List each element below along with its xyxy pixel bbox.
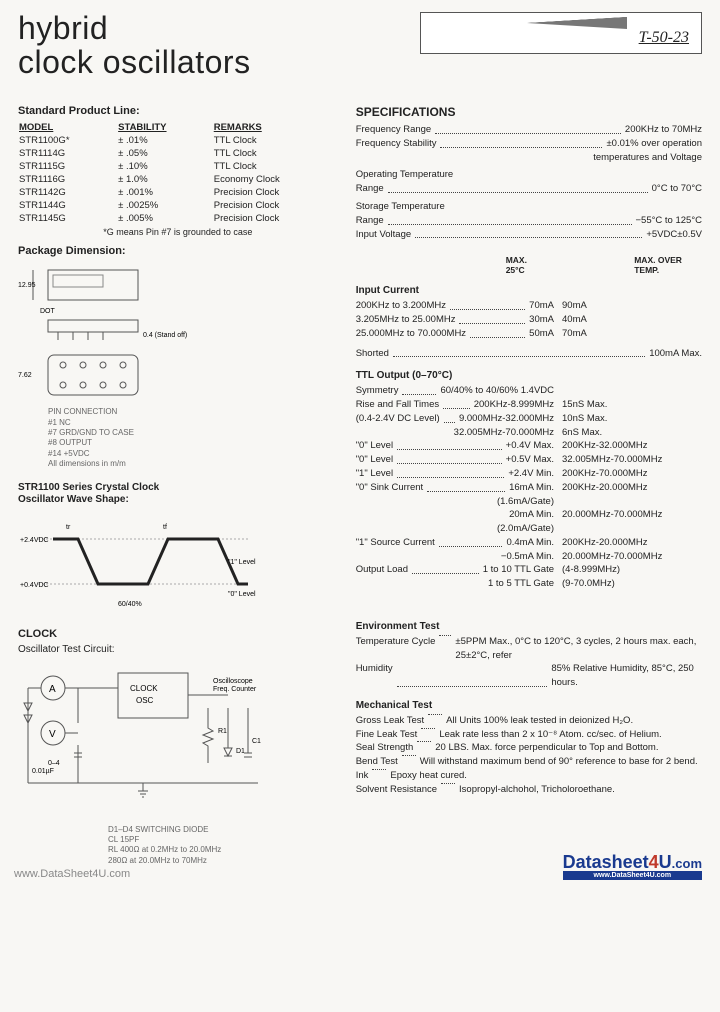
right-column: SPECIFICATIONS Frequency Range200KHz to … — [356, 97, 702, 878]
svg-text:+2.4VDC: +2.4VDC — [20, 537, 49, 544]
box-label: T-50-23 — [639, 29, 689, 47]
spec-row: Rise and Fall Times200KHz-8.999MHz15nS M… — [356, 398, 702, 412]
title-box: T-50-23 — [420, 12, 702, 54]
svg-text:"1" Level: "1" Level — [228, 559, 256, 566]
svg-text:0.4 (Stand off): 0.4 (Stand off) — [143, 332, 187, 339]
title: hybrid clock oscillators — [18, 12, 251, 79]
svg-text:Oscilloscope: Oscilloscope — [213, 678, 253, 685]
package-diagram: 12.95 DOT 0.4 (Stand off) 7.62 — [18, 265, 338, 469]
spec-row: Symmetry60/40% to 40/60% 1.4VDC — [356, 384, 702, 398]
svg-text:tr: tr — [66, 524, 71, 531]
circuit-note-rl: RL 400Ω at 0.2MHz to 20.0MHz — [108, 845, 338, 855]
pin-7: #7 GRD/GND TO CASE — [48, 428, 338, 438]
header: hybrid clock oscillators T-50-23 — [18, 12, 702, 79]
svg-text:12.95: 12.95 — [18, 282, 36, 289]
pin-1: #1 NC — [48, 418, 338, 428]
spec-row: (2.0mA/Gate) — [356, 522, 702, 536]
spec-row: Seal Strength20 LBS. Max. force perpendi… — [356, 741, 702, 755]
pkg-heading: Package Dimension: — [18, 245, 338, 257]
clock-heading: CLOCK — [18, 628, 338, 640]
table-row: STR1142G± .001%Precision Clock — [18, 186, 338, 199]
spec-row: (0.4-2.4V DC Level)9.000MHz-32.000MHz10n… — [356, 412, 702, 426]
wave-title2: Oscillator Wave Shape: — [18, 494, 338, 506]
table-row: STR1145G± .005%Precision Clock — [18, 212, 338, 225]
spec-row: −0.5mA Min.20.000MHz-70.000MHz — [356, 550, 702, 564]
mech-rows: Gross Leak TestAll Units 100% leak teste… — [356, 714, 702, 797]
col-stability: STABILITY — [117, 121, 213, 134]
left-column: Standard Product Line: MODEL STABILITY R… — [18, 97, 338, 878]
table-row: STR1144G± .0025%Precision Clock — [18, 199, 338, 212]
pin-8: #8 OUTPUT — [48, 438, 338, 448]
wave-title1: STR1100 Series Crystal Clock — [18, 482, 338, 494]
pin-connection: PIN CONNECTION #1 NC #7 GRD/GND TO CASE … — [48, 407, 338, 469]
svg-text:R1: R1 — [218, 728, 227, 735]
col-model: MODEL — [18, 121, 117, 134]
col-remarks: REMARKS — [213, 121, 338, 134]
pins-title: PIN CONNECTION — [48, 407, 338, 417]
input-current-heading: Input Current — [356, 285, 702, 296]
svg-text:A: A — [49, 684, 56, 695]
spec-row: Bend TestWill withstand maximum bend of … — [356, 755, 702, 769]
spec-row: Gross Leak TestAll Units 100% leak teste… — [356, 714, 702, 728]
spec-row: "1" Level+2.4V Min.200KHz-70.000MHz — [356, 467, 702, 481]
svg-text:60/40%: 60/40% — [118, 601, 142, 608]
pin-14: #14 +5VDC — [48, 449, 338, 459]
title-line1: hybrid — [18, 12, 251, 46]
spec-row: 20mA Min.20.000MHz-70.000MHz — [356, 508, 702, 522]
ttl-heading: TTL Output (0–70°C) — [356, 370, 702, 381]
svg-text:+0.4VDC: +0.4VDC — [20, 582, 49, 589]
table-row: STR1114G± .05%TTL Clock — [18, 147, 338, 160]
table-row: STR1100G*± .01%TTL Clock — [18, 134, 338, 147]
specs-list: Frequency Range200KHz to 70MHz Frequency… — [356, 123, 702, 241]
ttl-rows: Symmetry60/40% to 40/60% 1.4VDCRise and … — [356, 384, 702, 590]
svg-text:"0" Level: "0" Level — [228, 591, 256, 598]
spec-row: Output Load1 to 10 TTL Gate(4-8.999MHz) — [356, 563, 702, 577]
svg-text:C1: C1 — [252, 738, 261, 745]
watermark: www.DataSheet4U.com — [14, 868, 130, 880]
table-row: STR1115G± .10%TTL Clock — [18, 160, 338, 173]
product-line-heading: Standard Product Line: — [18, 105, 338, 117]
circuit-note-rl2: 280Ω at 20.0MHz to 70MHz — [108, 856, 338, 866]
circuit-diagram: A V 0.01µF 0–4 CLOCK OSC Oscilloscope Fr… — [18, 663, 338, 867]
mech-heading: Mechanical Test — [356, 700, 702, 711]
wedge-icon — [427, 17, 627, 29]
title-line2: clock oscillators — [18, 46, 251, 80]
svg-text:V: V — [49, 729, 56, 740]
spec-row: Fine Leak TestLeak rate less than 2 x 10… — [356, 728, 702, 742]
svg-text:DOT: DOT — [40, 308, 56, 315]
spec-row: (1.6mA/Gate) — [356, 495, 702, 509]
product-table: MODEL STABILITY REMARKS STR1100G*± .01%T… — [18, 121, 338, 225]
spec-row: "1" Source Current0.4mA Min.200KHz-20.00… — [356, 536, 702, 550]
svg-text:tf: tf — [163, 524, 167, 531]
svg-text:D1: D1 — [236, 748, 245, 755]
wave-diagram: +2.4VDC +0.4VDC 60/40% tr tf "1" Level "… — [18, 514, 338, 616]
env-heading: Environment Test — [356, 621, 702, 632]
svg-text:0–4: 0–4 — [48, 760, 60, 767]
spec-row: Solvent ResistanceIsopropyl-alchohol, Tr… — [356, 783, 702, 797]
input-current-heads: MAX. 25°C MAX. OVER TEMP. — [506, 255, 702, 275]
circuit-heading: Oscillator Test Circuit: — [18, 644, 338, 655]
circuit-note-cl: CL 15PF — [108, 835, 338, 845]
pins-note: All dimensions in m/m — [48, 459, 338, 469]
spec-row: InkEpoxy heat cured. — [356, 769, 702, 783]
product-note: *G means Pin #7 is grounded to case — [18, 227, 338, 237]
svg-text:7.62: 7.62 — [18, 372, 32, 379]
svg-text:Freq. Counter: Freq. Counter — [213, 686, 257, 693]
svg-text:OSC: OSC — [136, 696, 154, 705]
circuit-note-d: D1–D4 SWITCHING DIODE — [108, 825, 338, 835]
specs-heading: SPECIFICATIONS — [356, 105, 702, 119]
svg-text:CLOCK: CLOCK — [130, 684, 158, 693]
spec-row: 1 to 5 TTL Gate(9-70.0MHz) — [356, 577, 702, 591]
spec-row: "0" Level+0.5V Max.32.005MHz-70.000MHz — [356, 453, 702, 467]
spec-row: 32.005MHz-70.000MHz6nS Max. — [356, 426, 702, 440]
logo: Datasheet4U.com www.DataSheet4U.com — [563, 852, 702, 880]
table-row: STR1116G± 1.0%Economy Clock — [18, 173, 338, 186]
spec-row: "0" Sink Current16mA Min.200KHz-20.000MH… — [356, 481, 702, 495]
svg-text:0.01µF: 0.01µF — [32, 768, 54, 775]
spec-row: "0" Level+0.4V Max.200KHz-32.000MHz — [356, 439, 702, 453]
